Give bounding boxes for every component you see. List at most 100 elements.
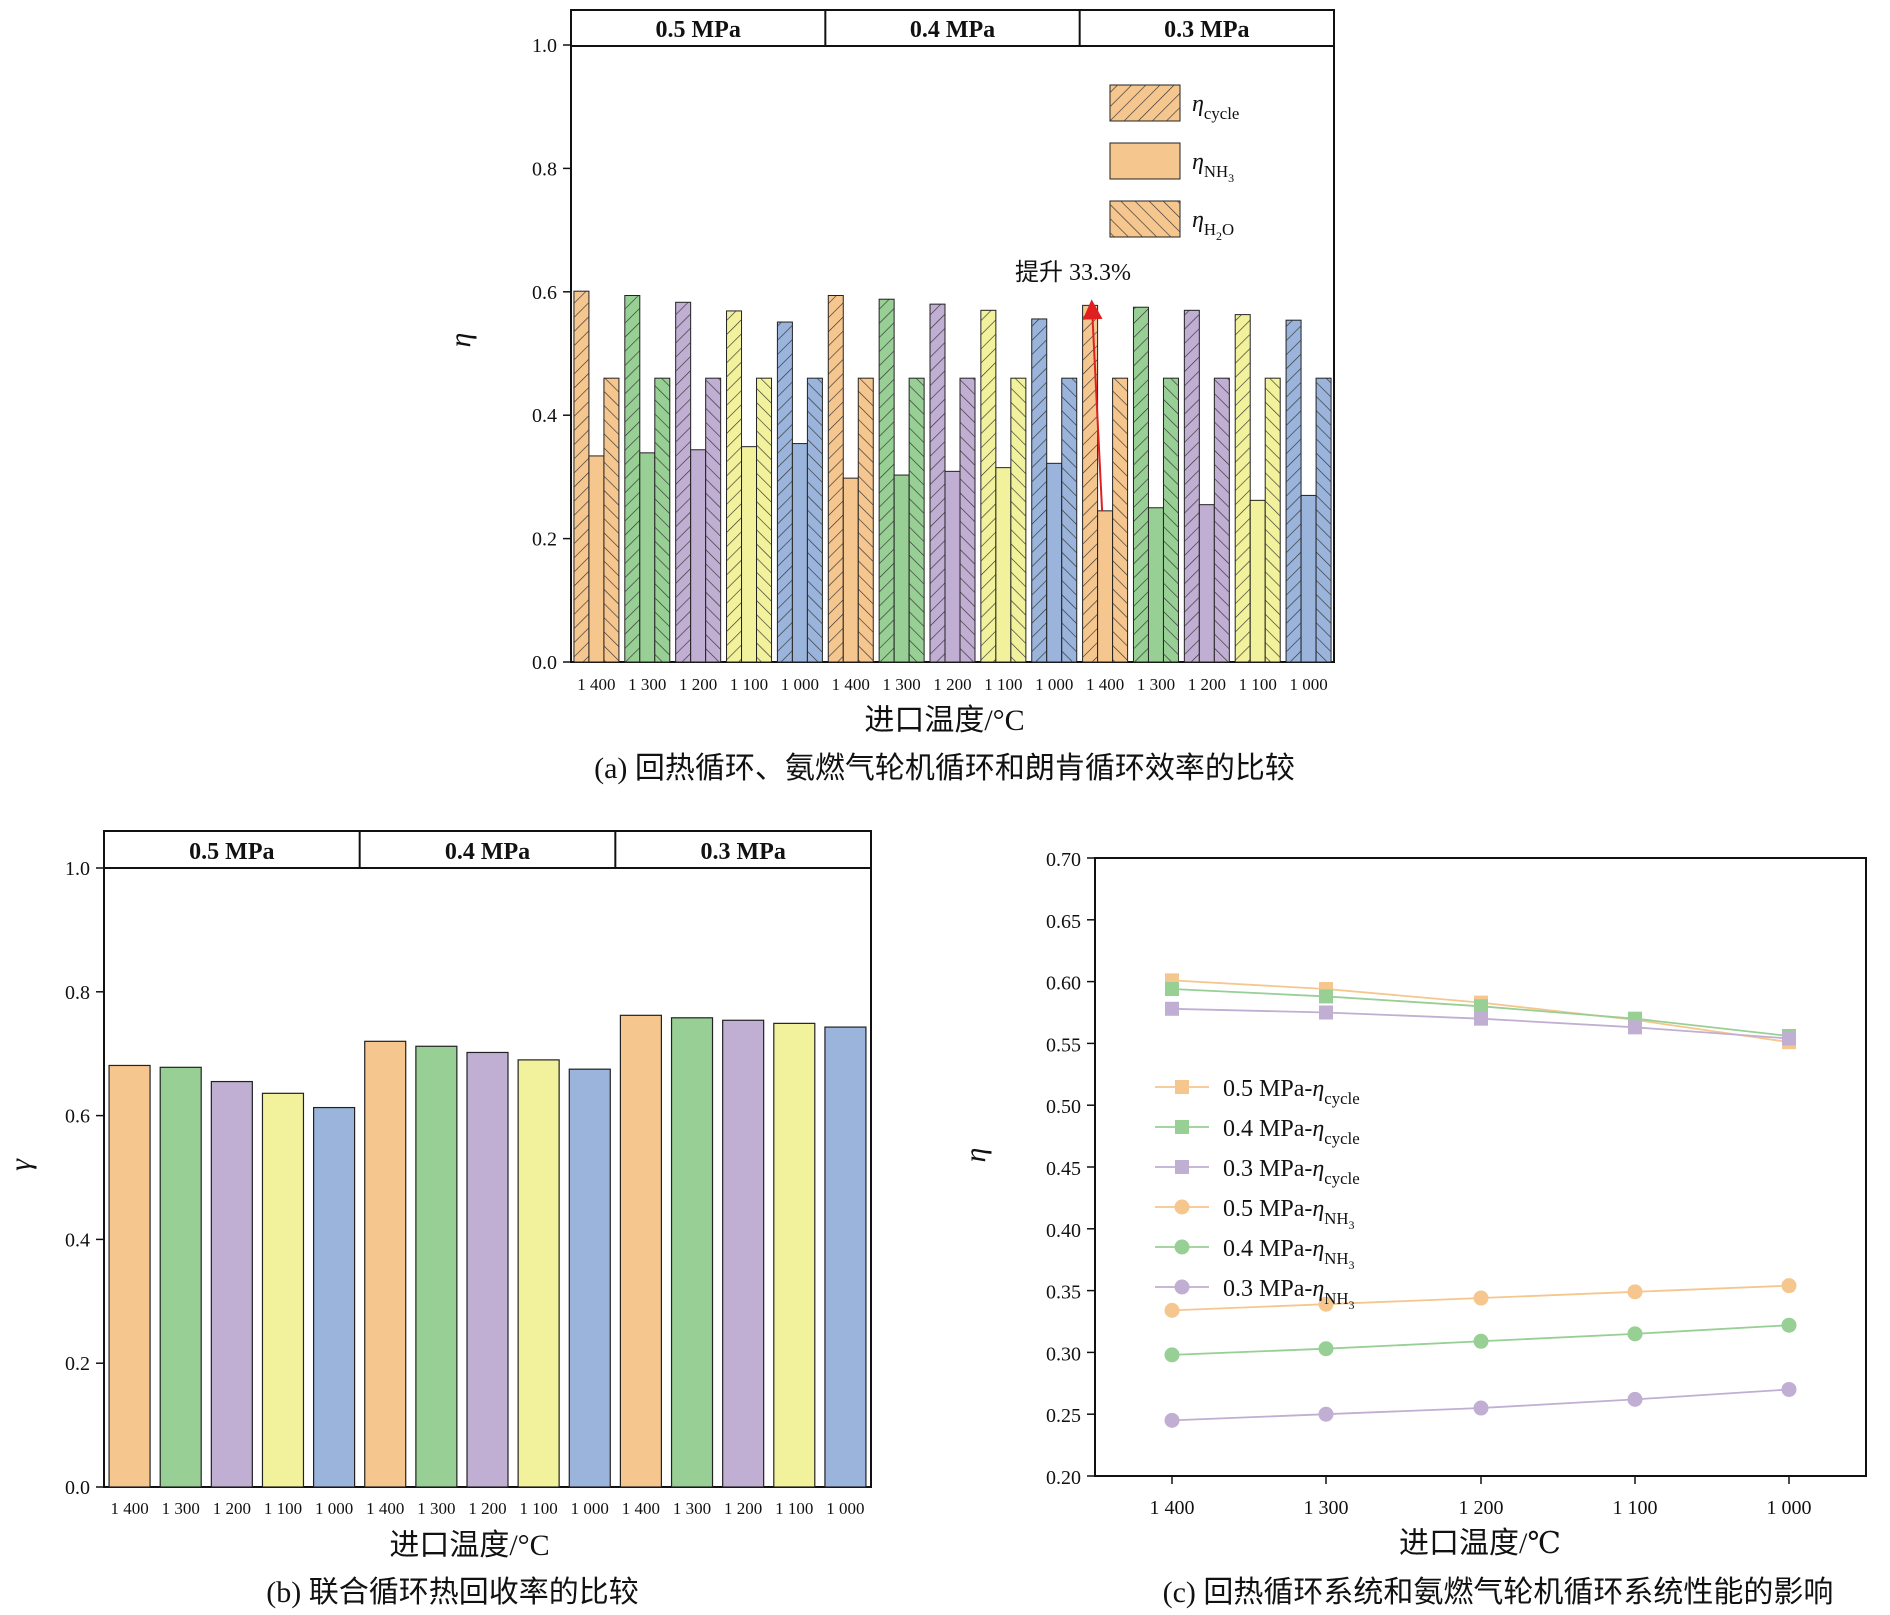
bar-recovery-rate — [313, 1106, 356, 1488]
bar-recovery-rate — [466, 1051, 509, 1488]
x-tick-label: 1 100 — [1239, 675, 1277, 694]
bar-hatch-h2o — [1061, 378, 1077, 662]
legend-marker-circle — [1174, 1199, 1190, 1215]
pressure-band-label: 0.5 MPa — [189, 839, 274, 865]
series-marker-circle — [1781, 1317, 1797, 1333]
x-tick-label: 1 200 — [213, 1499, 251, 1518]
series-marker-square — [1319, 1005, 1333, 1020]
y-tick-label: 0.2 — [65, 1353, 90, 1375]
bar-hatch-cycle — [1184, 310, 1200, 662]
x-tick-label: 1 100 — [730, 675, 768, 694]
y-tick-label: 0.4 — [532, 405, 557, 427]
y-tick-label: 0.30 — [1046, 1343, 1081, 1365]
series-marker-circle — [1318, 1296, 1334, 1312]
bar-hatch-h2o — [1214, 378, 1230, 662]
x-tick-label: 1 300 — [628, 675, 666, 694]
series-marker-circle — [1781, 1278, 1797, 1294]
bar-hatch-cycle — [930, 304, 945, 662]
y-axis-label: γ — [4, 1158, 37, 1171]
bar-recovery-rate — [415, 1045, 458, 1488]
bar-hatch-h2o — [603, 378, 619, 662]
bar-hatch-h2o — [909, 378, 925, 662]
bar-hatch-cycle — [1133, 307, 1149, 662]
bar-recovery-rate — [722, 1019, 765, 1488]
bar-hatch-cycle — [1286, 320, 1302, 662]
series-marker-circle — [1781, 1381, 1797, 1397]
bar-nh3 — [1198, 504, 1215, 663]
y-tick-label: 0.0 — [532, 652, 557, 674]
series-marker-square — [1165, 1001, 1179, 1016]
bar-hatch-cycle — [1031, 318, 1047, 662]
bar-nh3 — [995, 467, 1012, 663]
annotation-arrow — [1082, 299, 1104, 511]
x-tick-label: 1 200 — [724, 1499, 762, 1518]
x-axis-label: 进口温度/℃ — [1399, 1527, 1561, 1560]
annotation-label: 提升 33.3% — [1015, 259, 1131, 286]
series-marker-circle — [1164, 1412, 1180, 1428]
series-marker-circle — [1627, 1326, 1643, 1342]
pressure-band-label: 0.5 MPa — [656, 17, 741, 43]
x-tick-label: 1 200 — [1459, 1497, 1504, 1519]
series-marker-circle — [1318, 1406, 1334, 1422]
series-marker-square — [1474, 999, 1488, 1014]
y-tick-label: 0.2 — [532, 529, 557, 551]
bar-recovery-rate — [364, 1040, 407, 1488]
y-tick-label: 0.6 — [65, 1106, 90, 1128]
bar-hatch-cycle — [624, 295, 640, 662]
bar-recovery-rate — [210, 1080, 253, 1488]
y-tick-label: 1.0 — [65, 858, 90, 880]
x-tick-label: 1 000 — [1289, 675, 1327, 694]
y-tick-label: 0.4 — [65, 1229, 90, 1251]
y-tick-label: 0.20 — [1046, 1467, 1081, 1489]
series-marker-circle — [1627, 1391, 1643, 1407]
y-tick-label: 0.8 — [532, 158, 557, 180]
y-tick-label: 0.65 — [1046, 911, 1081, 933]
bar-hatch-h2o — [1163, 378, 1179, 662]
chart-b-heat-recovery-comparison: 0.5 MPa 0.4 MPa 0.3 MPa 0.0 0.2 0.4 0.6 0.8 1.0 γ… — [4, 830, 872, 1609]
x-tick-label: 1 100 — [1613, 1497, 1658, 1519]
bar-nh3 — [690, 449, 707, 663]
legend-label-nh3: ηNH3 — [1192, 149, 1234, 185]
series-marker-square — [1474, 1011, 1488, 1026]
x-tick-label: 1 000 — [571, 1499, 609, 1518]
bar-hatch-cycle — [1235, 314, 1251, 662]
bar-hatch-cycle — [828, 295, 844, 662]
bar-recovery-rate — [159, 1066, 202, 1488]
bar-hatch-h2o — [1010, 378, 1026, 662]
bar-recovery-rate — [108, 1064, 151, 1488]
x-tick-label: 1 300 — [162, 1499, 200, 1518]
bar-nh3 — [639, 452, 656, 663]
plot-frame — [1094, 857, 1867, 1477]
x-tick-label: 1 400 — [1086, 675, 1124, 694]
bar-nh3 — [944, 470, 961, 663]
series-marker-circle — [1473, 1290, 1489, 1306]
caption-a: (a) 回热循环、氨燃气轮机循环和朗肯循环效率的比较 — [594, 752, 1295, 785]
legend-label: 0.5 MPa-ηNH3 — [1223, 1196, 1355, 1232]
bar-recovery-rate — [517, 1059, 560, 1488]
legend-label: 0.4 MPa-ηNH3 — [1223, 1236, 1355, 1272]
x-tick-label: 1 100 — [264, 1499, 302, 1518]
y-axis-label: η — [444, 333, 477, 348]
y-tick-label: 0.55 — [1046, 1034, 1081, 1056]
caption-b: (b) 联合循环热回收率的比较 — [266, 1576, 638, 1609]
bar-nh3 — [588, 455, 605, 663]
bar-nh3 — [1147, 507, 1164, 663]
pressure-band-label: 0.4 MPa — [910, 17, 995, 43]
x-tick-label: 1 200 — [468, 1499, 506, 1518]
x-tick-label: 1 400 — [832, 675, 870, 694]
series-marker-circle — [1627, 1284, 1643, 1300]
legend-label-cycle: ηcycle — [1192, 91, 1239, 123]
legend-label: 0.3 MPa-ηcycle — [1223, 1156, 1360, 1188]
x-axis-label: 进口温度/°C — [864, 704, 1024, 737]
bar-hatch-cycle — [675, 302, 691, 662]
pressure-band-label: 0.4 MPa — [445, 839, 530, 865]
series-marker-square — [1165, 982, 1179, 997]
y-axis-label: η — [959, 1148, 992, 1163]
y-tick-label: 0.6 — [532, 282, 557, 304]
caption-c: (c) 回热循环系统和氨燃气轮机循环系统性能的影响 — [1163, 1576, 1834, 1609]
bar-nh3 — [893, 474, 910, 663]
bar-hatch-h2o — [756, 378, 772, 662]
bar-recovery-rate — [568, 1068, 611, 1488]
series-marker-circle — [1473, 1333, 1489, 1349]
